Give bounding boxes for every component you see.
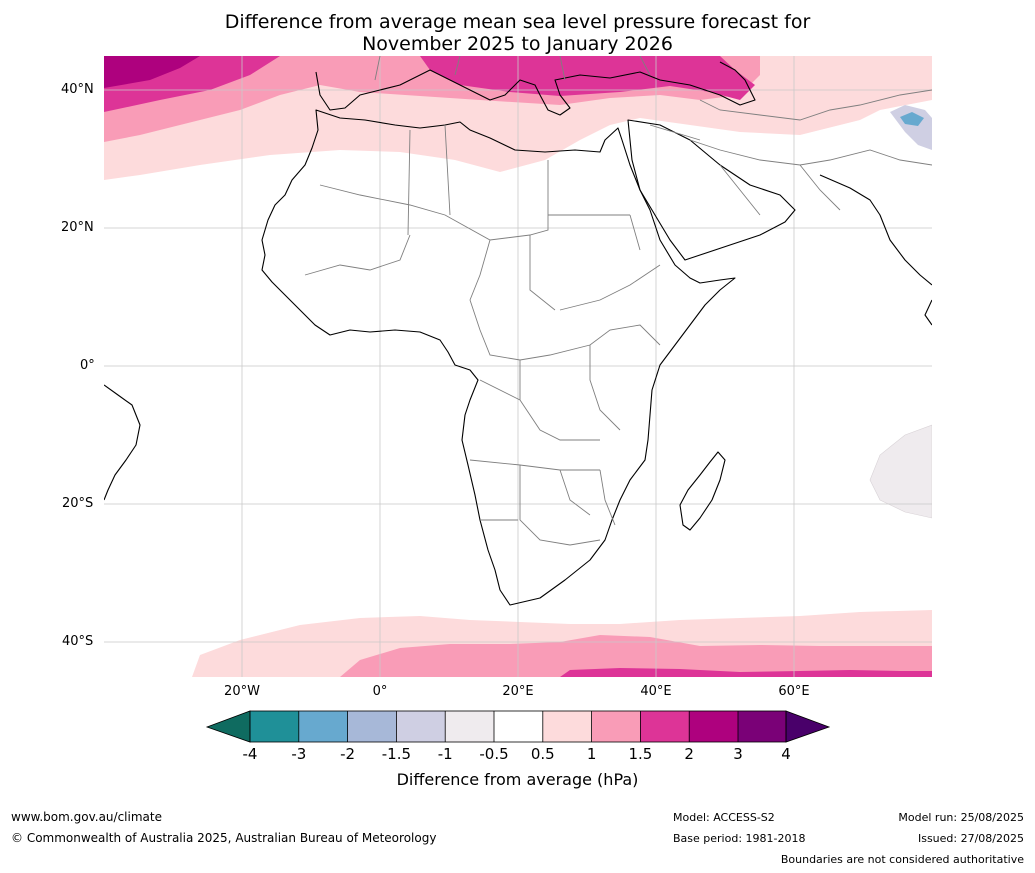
footer-disclaimer: Boundaries are not considered authoritat… [780, 853, 1024, 866]
colorbar-tick: 2 [684, 745, 694, 763]
border-lines-central-africa [469, 264, 661, 441]
colorbar-tick: 3 [733, 745, 743, 763]
colorbar-tick: 1 [586, 745, 597, 763]
lon-label-60e: 60°E [778, 684, 810, 699]
footer-copyright: © Commonwealth of Australia 2025, Austra… [11, 831, 437, 845]
lon-label-0: 0° [372, 684, 388, 699]
footer-issued: Issued: 27/08/2025 [917, 832, 1024, 845]
border-lines-europe-asia [374, 56, 932, 216]
africa-coastline [261, 109, 736, 606]
map-title-line-2: November 2025 to January 2026 [362, 33, 673, 55]
indian-ocean-negative-patch [869, 424, 932, 519]
colorbar-bin-3-4 [738, 711, 786, 742]
himalaya-negative-patch [890, 105, 932, 150]
border-lines-southern-africa [469, 459, 616, 546]
colorbar-bin-1-1.5 [591, 711, 641, 742]
map-area [104, 56, 932, 677]
colorbar-tick: -4 [242, 745, 258, 763]
colorbar-bin-neg1-neg0.5 [445, 711, 494, 742]
south-anomaly-1.5-2-band [560, 668, 932, 677]
south-asia-coastline [819, 174, 932, 326]
colorbar-tick: -3 [291, 745, 307, 763]
colorbar-tick: 4 [781, 745, 791, 763]
footer-base-period: Base period: 1981-2018 [673, 832, 806, 845]
arabian-peninsula-coastline [627, 119, 796, 261]
colorbar-extend-high [785, 710, 831, 743]
lon-label-40e: 40°E [640, 684, 672, 699]
colorbar-tick: -1.5 [381, 745, 412, 763]
country-borders [304, 56, 932, 546]
colorbar-tick: 1.5 [628, 745, 653, 763]
colorbar-bin-neg3-neg2 [298, 711, 348, 742]
colorbar-bin-neg4-neg3 [250, 711, 299, 742]
north-anomaly-1.5-2-band [104, 56, 755, 112]
south-america-coastline [104, 384, 141, 501]
footer-model: Model: ACCESS-S2 [673, 811, 775, 824]
colorbar-tick: -2 [340, 745, 356, 763]
colorbar-bin-neg1.5-neg1 [396, 711, 446, 742]
colorbar-outline [249, 710, 787, 743]
colorbar-bin-1.5-2 [640, 711, 690, 742]
graticule [104, 56, 932, 677]
lat-label-40s: 40°S [62, 634, 94, 649]
lon-label-20e: 20°E [502, 684, 534, 699]
footer-model-run: Model run: 25/08/2025 [898, 811, 1024, 824]
lat-label-40n: 40°N [61, 82, 94, 97]
north-anomaly-2-3-band [104, 56, 200, 88]
europe-coastline [315, 61, 756, 116]
south-anomaly-1-1.5-band [340, 635, 932, 677]
colorbar-tick: -1 [437, 745, 453, 763]
footer-website-link[interactable]: www.bom.gov.au/climate [11, 810, 162, 824]
border-lines-north-africa [304, 124, 641, 311]
colorbar-tick: -0.5 [479, 745, 509, 763]
lat-label-20s: 20°S [62, 496, 94, 511]
lon-label-20w: 20°W [224, 684, 260, 699]
map-title-line-1: Difference from average mean sea level p… [224, 11, 811, 33]
himalaya-strong-negative-patch [900, 112, 924, 126]
colorbar-label: Difference from average (hPa) [396, 770, 639, 789]
lat-label-20n: 20°N [61, 220, 94, 235]
colorbar-extend-low [205, 710, 251, 743]
lat-label-equator: 0° [80, 358, 95, 373]
colorbar-bin-neg2-neg1.5 [347, 711, 397, 742]
colorbar-bin-neutral [494, 711, 543, 742]
madagascar-coastline [679, 451, 726, 531]
colorbar-tick: 0.5 [530, 745, 555, 763]
colorbar-bin-2-3 [689, 711, 738, 742]
colorbar-bin-0.5-1 [542, 711, 592, 742]
colorbar [205, 710, 831, 743]
coastlines [104, 61, 932, 606]
